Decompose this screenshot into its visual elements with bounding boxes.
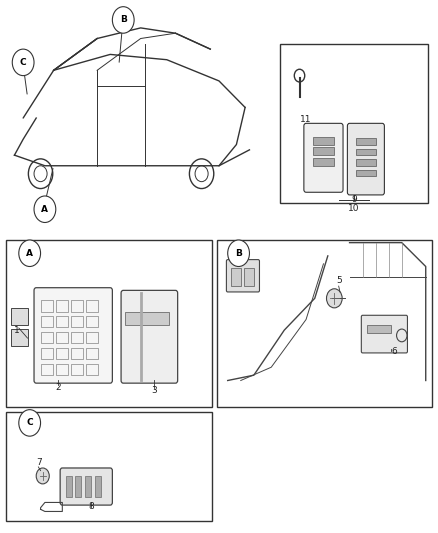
Bar [313,136,334,144]
Bar [56,300,68,312]
Bar [6,240,212,407]
Bar [356,170,376,176]
Bar [11,329,28,346]
Bar [41,316,53,327]
Bar [125,312,169,325]
Bar [86,316,99,327]
Bar [86,348,99,359]
FancyBboxPatch shape [304,123,343,192]
Text: C: C [26,418,33,427]
Bar [71,316,83,327]
Bar [56,316,68,327]
Bar [86,332,99,343]
Bar [56,348,68,359]
Bar [71,364,83,375]
Text: B: B [120,15,127,25]
Bar [86,300,99,312]
Bar [86,364,99,375]
Bar [41,300,53,312]
Bar [244,268,254,286]
Bar [356,159,376,166]
Circle shape [228,240,250,266]
Text: 9: 9 [351,195,357,204]
FancyBboxPatch shape [121,290,178,383]
Text: 3: 3 [151,386,157,395]
Bar [313,147,334,155]
Bar [56,364,68,375]
Bar [11,308,28,325]
Bar [356,138,376,144]
Bar [66,476,72,497]
Bar [41,332,53,343]
Bar [367,325,391,333]
Circle shape [326,289,342,308]
Bar [356,149,376,155]
Bar [56,332,68,343]
Text: 11: 11 [300,115,311,124]
Bar [95,476,101,497]
Circle shape [19,240,41,266]
Text: 8: 8 [88,502,94,511]
Circle shape [113,7,134,33]
Text: C: C [20,58,26,67]
Text: 5: 5 [336,277,342,286]
Bar [71,348,83,359]
FancyBboxPatch shape [361,316,407,353]
Text: 10: 10 [348,204,360,213]
Bar [71,332,83,343]
Bar [75,476,81,497]
Circle shape [12,49,34,76]
Bar [41,364,53,375]
Text: A: A [42,205,49,214]
Text: 2: 2 [55,383,61,392]
Text: 4: 4 [235,251,241,260]
Bar [41,348,53,359]
Bar [85,476,91,497]
Bar [231,268,241,286]
Text: B: B [235,249,242,258]
Text: 6: 6 [391,347,397,356]
FancyBboxPatch shape [226,260,259,292]
Text: 1: 1 [14,326,20,335]
Circle shape [19,410,41,436]
Bar [313,158,334,166]
Circle shape [34,196,56,222]
Bar [280,44,428,203]
Text: A: A [26,249,33,258]
Circle shape [36,468,49,484]
FancyBboxPatch shape [347,123,385,195]
FancyBboxPatch shape [60,468,113,505]
Text: 7: 7 [36,458,42,467]
Bar [217,240,432,407]
Bar [6,413,212,521]
FancyBboxPatch shape [34,288,113,383]
Bar [71,300,83,312]
